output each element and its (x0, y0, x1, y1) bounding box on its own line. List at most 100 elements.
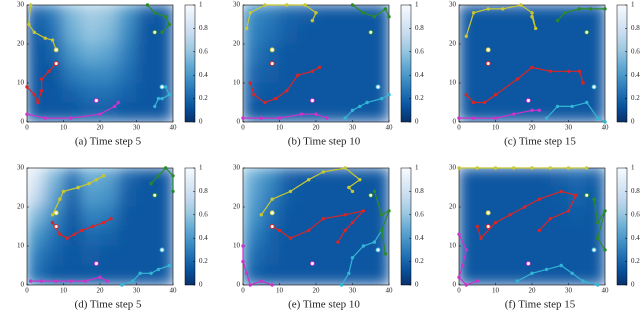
colorbar-tick-label: 0.2 (415, 257, 424, 265)
heat-cell (333, 245, 353, 266)
heat-cell (27, 24, 46, 45)
heat-cell (63, 206, 83, 227)
waypoint (537, 228, 541, 233)
waypoint (596, 236, 600, 240)
waypoint (350, 189, 355, 194)
y-tick-label: 0 (453, 118, 457, 126)
heat-cell (586, 82, 605, 103)
colorbar-tick-label: 0.6 (631, 47, 640, 55)
target (269, 210, 275, 216)
heat-cell (315, 102, 335, 122)
waypoint (544, 267, 549, 272)
heat-cell (513, 245, 533, 266)
heat-cell (549, 265, 569, 285)
panel-caption: (a) Time step 5 (75, 136, 142, 148)
waypoint (592, 197, 596, 201)
y-tick-label: 30 (17, 1, 25, 9)
waypoint (464, 93, 468, 97)
waypoint (164, 15, 168, 19)
waypoint (149, 271, 153, 275)
waypoint (457, 232, 461, 236)
waypoint (383, 252, 388, 256)
x-tick-label: 0 (457, 124, 461, 132)
heat-cell (99, 5, 119, 25)
waypoint (519, 3, 523, 7)
colorbar-tick-label: 0 (199, 118, 203, 126)
heat-cell (243, 5, 262, 25)
heat-cell (136, 43, 156, 64)
colorbar-tick-label: 0.8 (415, 24, 424, 32)
target (584, 192, 590, 198)
heat-cell (333, 102, 353, 122)
heat-cell (459, 102, 478, 122)
heat-cell (352, 82, 372, 103)
y-tick-label: 20 (233, 40, 241, 48)
heat-cell (459, 226, 478, 247)
heat-cell (99, 168, 119, 188)
heat-cell (27, 63, 46, 84)
target (53, 224, 59, 229)
waypoint (475, 166, 479, 170)
target (309, 98, 315, 104)
panel-caption: (e) Time step 10 (288, 299, 360, 311)
heat-cell (495, 206, 515, 227)
waypoint (544, 116, 549, 120)
waypoint (486, 7, 490, 11)
heat-cell (99, 63, 119, 84)
waypoint (361, 209, 366, 213)
heat-cell (279, 245, 299, 266)
heat-cell (279, 24, 299, 45)
heat-cell (243, 82, 262, 103)
heat-cell (495, 187, 515, 208)
waypoint (120, 283, 124, 287)
waypoint (25, 112, 29, 116)
x-tick-label: 0 (241, 124, 245, 132)
waypoint (50, 38, 55, 42)
heat-cell (63, 24, 83, 45)
waypoint (248, 283, 252, 287)
waypoint (32, 93, 36, 97)
target (485, 210, 491, 216)
waypoint (241, 259, 245, 264)
waypoint (277, 116, 282, 120)
waypoint (259, 279, 263, 283)
trajectory (249, 66, 320, 104)
heat-cell (243, 265, 262, 285)
heat-cell (117, 102, 137, 122)
waypoint (530, 15, 534, 19)
waypoint (58, 232, 62, 236)
waypoint (167, 22, 172, 27)
heat-cell (44, 206, 64, 227)
heat-cell (549, 24, 569, 45)
panel: 0 10 20 30 40 0 10 20 30 0 0.2 0.4 0.6 0.8 1 (d) Time s… (17, 164, 208, 311)
heat-cell (63, 168, 83, 188)
waypoint (339, 283, 344, 287)
waypoint (39, 279, 44, 283)
x-tick-label: 40 (386, 287, 394, 295)
heat-cell (136, 206, 156, 227)
heat-cell (117, 43, 137, 64)
heat-cell (44, 24, 64, 45)
heat-cell (27, 168, 46, 188)
heat-cell (154, 102, 173, 122)
y-tick-label: 0 (21, 118, 25, 126)
heat-cell (476, 5, 496, 25)
heat-cell (333, 5, 353, 25)
panel: 0 10 20 30 40 0 10 20 30 0 0.2 0.4 0.6 0.8 1 (e) Time s… (233, 164, 424, 311)
heat-cell (549, 187, 569, 208)
heat-cell (63, 245, 83, 266)
waypoint (285, 89, 289, 93)
colorbar-tick-label: 0.2 (199, 257, 208, 265)
heat-cell (27, 102, 46, 122)
waypoint (493, 166, 498, 170)
colorbar-tick-label: 0.4 (199, 71, 208, 79)
waypoint (167, 93, 172, 97)
heat-cell (44, 63, 64, 84)
waypoint (471, 100, 476, 105)
colorbar (400, 4, 412, 123)
heat-cell (44, 5, 64, 25)
heat-cell (243, 187, 262, 208)
heat-cell (459, 168, 478, 188)
heatmap (243, 5, 389, 122)
waypoint (350, 256, 355, 260)
